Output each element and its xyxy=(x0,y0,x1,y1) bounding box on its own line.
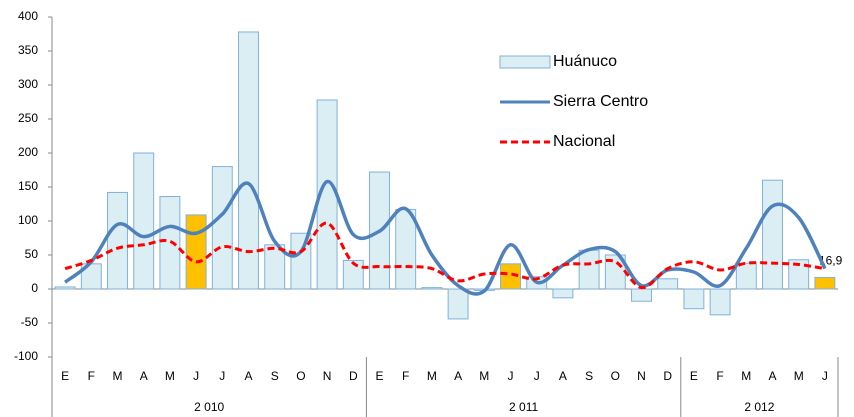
bar xyxy=(185,214,207,290)
x-tick-label: N xyxy=(323,369,332,383)
bar xyxy=(578,249,600,290)
x-tick-label: A xyxy=(559,369,567,383)
bar xyxy=(264,244,286,290)
bar xyxy=(342,259,364,290)
bar xyxy=(54,286,76,290)
bar xyxy=(447,288,469,320)
bar xyxy=(735,262,757,290)
bar xyxy=(683,288,705,310)
x-tick-label: F xyxy=(716,369,723,383)
bar xyxy=(788,259,810,290)
x-tick-label: M xyxy=(427,369,437,383)
x-tick-label: D xyxy=(349,369,358,383)
data-label: 16,9 xyxy=(819,254,843,268)
bar xyxy=(395,208,417,290)
legend-swatch xyxy=(499,55,551,69)
y-tick-label: 200 xyxy=(18,145,38,159)
x-tick-label: D xyxy=(663,369,672,383)
bar xyxy=(814,277,836,290)
x-tick-label: S xyxy=(585,369,593,383)
x-tick-label: J xyxy=(508,369,514,383)
line xyxy=(64,179,827,296)
bar xyxy=(133,152,155,290)
x-tick-label: J xyxy=(822,369,828,383)
x-tick-label: A xyxy=(768,369,776,383)
x-tick-label: O xyxy=(296,369,305,383)
y-tick-label: 300 xyxy=(18,77,38,91)
x-tick-label: E xyxy=(375,369,383,383)
group-label: 2 011 xyxy=(509,400,538,414)
bar xyxy=(290,232,312,290)
group-label: 2 012 xyxy=(744,400,774,414)
bar xyxy=(107,191,128,290)
x-tick-label: N xyxy=(637,369,646,383)
bar xyxy=(500,263,521,290)
y-tick-label: 400 xyxy=(18,9,38,23)
y-tick-label: -50 xyxy=(21,315,39,329)
y-tick-label: 150 xyxy=(18,179,38,193)
x-tick-label: F xyxy=(88,369,95,383)
bar xyxy=(211,166,233,290)
x-tick-label: A xyxy=(244,369,252,383)
bar xyxy=(552,288,574,299)
y-tick-label: 50 xyxy=(25,247,39,261)
bar xyxy=(238,31,259,290)
x-tick-label: O xyxy=(611,369,620,383)
x-tick-label: J xyxy=(193,369,199,383)
bar xyxy=(762,179,783,290)
bar xyxy=(709,288,731,316)
y-tick-label: -100 xyxy=(14,349,38,363)
bar xyxy=(657,278,679,290)
x-tick-label: A xyxy=(454,369,462,383)
x-tick-label: J xyxy=(534,369,540,383)
x-tick-label: S xyxy=(271,369,279,383)
legend-label: Huánuco xyxy=(553,53,617,70)
group-label: 2 010 xyxy=(194,400,224,414)
x-tick-label: M xyxy=(741,369,751,383)
x-tick-label: M xyxy=(165,369,175,383)
x-tick-label: M xyxy=(479,369,489,383)
y-tick-label: 250 xyxy=(18,111,38,125)
y-tick-label: 350 xyxy=(18,43,38,57)
x-tick-label: M xyxy=(113,369,123,383)
legend-label: Nacional xyxy=(553,133,615,150)
y-tick-label: 0 xyxy=(31,281,38,295)
x-tick-label: F xyxy=(402,369,409,383)
legend-label: Sierra Centro xyxy=(553,93,648,110)
y-tick-label: 100 xyxy=(18,213,38,227)
bar xyxy=(631,288,652,302)
x-tick-label: E xyxy=(61,369,69,383)
x-tick-label: M xyxy=(794,369,804,383)
x-tick-label: A xyxy=(140,369,148,383)
x-tick-label: J xyxy=(219,369,225,383)
x-tick-label: E xyxy=(690,369,698,383)
bar xyxy=(421,287,443,290)
